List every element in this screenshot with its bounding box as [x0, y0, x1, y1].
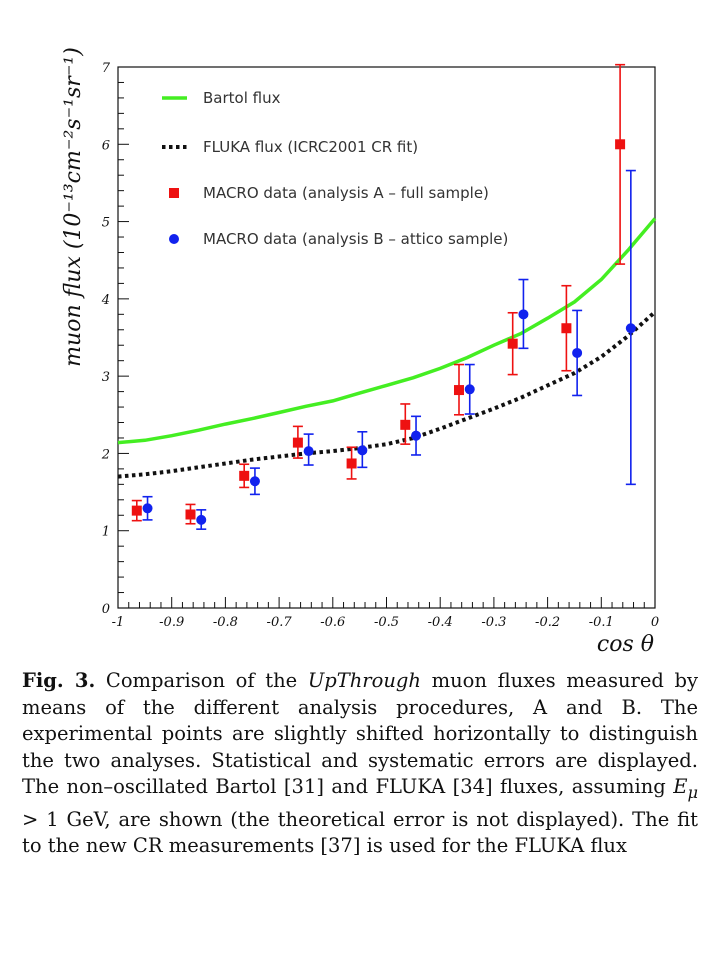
- analysis-a-point: [131, 505, 142, 516]
- legend: Bartol flux FLUKA flux (ICRC2001 CR fit) M…: [162, 89, 508, 248]
- legend-analysis-a-swatch: [169, 188, 179, 198]
- analysis-b-point: [249, 476, 260, 487]
- caption-math-sub: μ: [687, 783, 698, 803]
- analysis-b-point: [464, 384, 475, 395]
- x-tick-label: -0.3: [481, 615, 506, 630]
- bartol-flux-curve: [117, 217, 657, 445]
- analysis-a-point: [453, 385, 464, 396]
- y-tick-label: 1: [102, 525, 110, 540]
- x-tick-label: 0: [651, 615, 659, 630]
- figure-caption: Fig. 3. Comparison of the UpThrough muon…: [22, 668, 698, 860]
- x-tick-label: -0.1: [589, 615, 614, 630]
- analysis-b-point: [196, 514, 207, 525]
- legend-label: Bartol flux: [203, 89, 281, 107]
- y-tick-label: 6: [102, 138, 110, 153]
- y-tick-label: 0: [102, 602, 110, 617]
- chart: -1 -0.9 -0.8 -0.7 -0.6 -0.5 -0.4 -0.3 -0.2 -0.1 0 …: [61, 47, 659, 657]
- x-tick-label: -1: [112, 615, 125, 630]
- y-tick-label: 2: [101, 447, 110, 462]
- y-tick-label: 7: [102, 61, 111, 76]
- y-tick-label: 4: [101, 293, 110, 308]
- analysis-b-point: [142, 503, 153, 514]
- data-points: [131, 63, 636, 530]
- fluka-flux-curve: [117, 310, 657, 479]
- analysis-a-point: [400, 419, 411, 430]
- analysis-a-point: [507, 338, 518, 349]
- x-axis-title: cos θ: [597, 632, 654, 657]
- analysis-b-point: [572, 347, 583, 358]
- analysis-a-point: [561, 323, 572, 334]
- analysis-a-point: [239, 470, 250, 481]
- legend-label: MACRO data (analysis B – attico sample): [203, 230, 508, 248]
- caption-text-3: , are shown (the theoretical error is no…: [22, 807, 698, 858]
- y-tick-label: 3: [102, 370, 110, 385]
- analysis-b-point: [625, 323, 636, 334]
- caption-text-2: muon fluxes measured by means of the dif…: [22, 669, 699, 799]
- analysis-a-point: [346, 458, 357, 469]
- caption-italic-term: UpThrough: [307, 669, 421, 692]
- analysis-a-point: [292, 437, 303, 448]
- analysis-b-point: [411, 430, 422, 441]
- x-tick-label: -0.8: [213, 615, 238, 630]
- caption-fig-label: Fig. 3.: [22, 669, 96, 692]
- x-tick-label: -0.7: [267, 615, 293, 630]
- legend-label: MACRO data (analysis A – full sample): [203, 184, 489, 202]
- analysis-b-point: [357, 445, 368, 456]
- analysis-b-point: [518, 309, 529, 320]
- x-tick-label: -0.2: [535, 615, 560, 630]
- y-tick-label: 5: [102, 216, 110, 231]
- x-tick-label: -0.5: [374, 615, 399, 630]
- analysis-b-point: [303, 446, 314, 457]
- x-tick-label: -0.6: [320, 615, 345, 630]
- x-tick-labels: -1 -0.9 -0.8 -0.7 -0.6 -0.5 -0.4 -0.3 -0.2 -0.1 0: [112, 615, 659, 630]
- caption-math-rest: > 1 GeV: [22, 807, 105, 831]
- axis-ticks: [117, 66, 656, 609]
- x-tick-label: -0.9: [159, 615, 184, 630]
- caption-text-1: Comparison of the: [95, 669, 308, 692]
- legend-analysis-b-swatch: [169, 234, 179, 244]
- y-axis-title: muon flux (10⁻¹³cm⁻²s⁻¹sr⁻¹): [61, 47, 86, 367]
- y-tick-labels: 0 1 2 3 4 5 6 7: [101, 61, 111, 617]
- analysis-a-point: [615, 139, 626, 150]
- x-tick-label: -0.4: [428, 615, 453, 630]
- caption-math-E: E: [673, 775, 688, 799]
- analysis-a-point: [185, 509, 196, 520]
- legend-label: FLUKA flux (ICRC2001 CR fit): [203, 138, 418, 156]
- theory-curves: [117, 217, 657, 479]
